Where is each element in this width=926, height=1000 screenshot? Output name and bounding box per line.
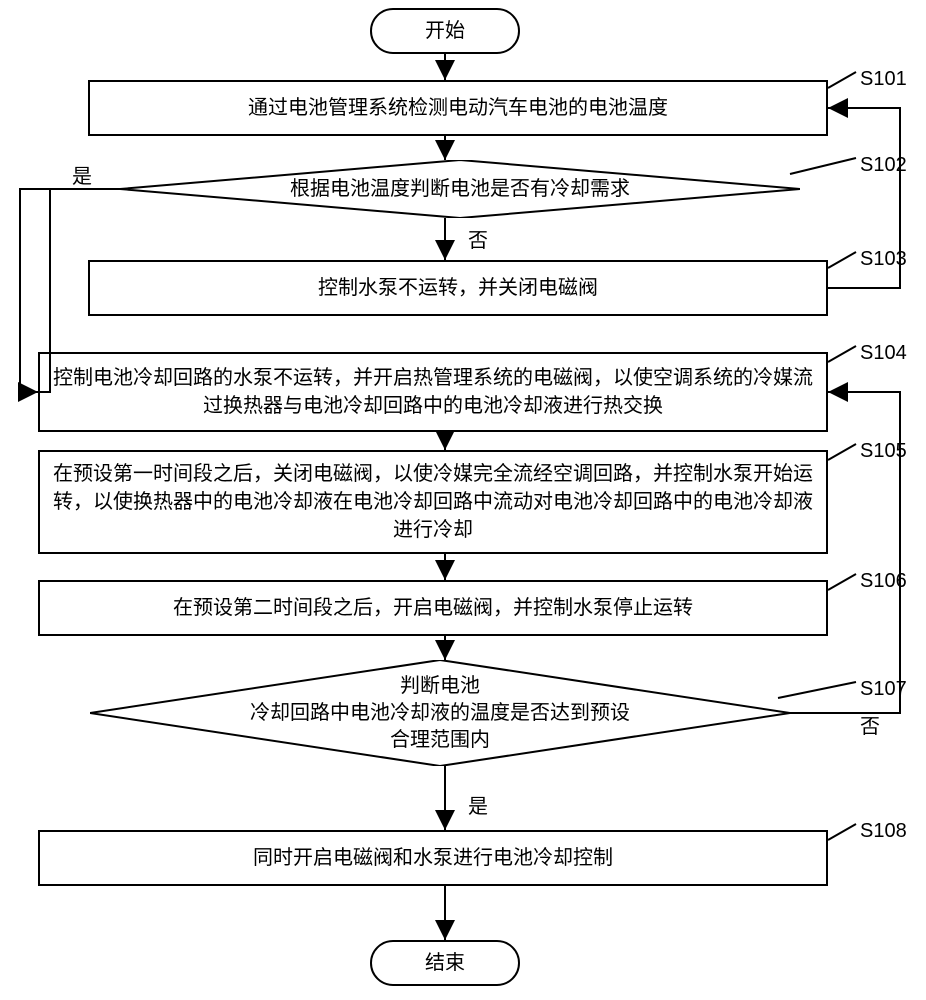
process-s108: 同时开启电磁阀和水泵进行电池冷却控制 xyxy=(38,830,828,886)
s101-label: 通过电池管理系统检测电动汽车电池的电池温度 xyxy=(248,94,668,122)
start-node: 开始 xyxy=(370,8,520,54)
s108-label: 同时开启电磁阀和水泵进行电池冷却控制 xyxy=(253,844,613,872)
step-label-s105: S105 xyxy=(860,440,907,463)
s105-label: 在预设第一时间段之后，关闭电磁阀，以使冷媒完全流经空调回路，并控制水泵开始运转，… xyxy=(52,460,814,544)
s107-label: 判断电池 冷却回路中电池冷却液的温度是否达到预设 合理范围内 xyxy=(210,673,670,754)
process-s106: 在预设第二时间段之后，开启电磁阀，并控制水泵停止运转 xyxy=(38,580,828,636)
s106-label: 在预设第二时间段之后，开启电磁阀，并控制水泵停止运转 xyxy=(173,594,693,622)
step-label-s108: S108 xyxy=(860,820,907,843)
process-s104: 控制电池冷却回路的水泵不运转，并开启热管理系统的电磁阀，以使空调系统的冷媒流过换… xyxy=(38,352,828,432)
label-s107-yes: 是 xyxy=(468,790,488,819)
process-s101: 通过电池管理系统检测电动汽车电池的电池温度 xyxy=(88,80,828,136)
end-label: 结束 xyxy=(425,949,465,977)
step-label-s103: S103 xyxy=(860,248,907,271)
start-label: 开始 xyxy=(425,17,465,45)
label-s102-no: 否 xyxy=(468,224,488,253)
process-s103: 控制水泵不运转，并关闭电磁阀 xyxy=(88,260,828,316)
label-s107-no: 否 xyxy=(860,710,880,739)
s102-label: 根据电池温度判断电池是否有冷却需求 xyxy=(250,175,670,203)
label-s102-yes: 是 xyxy=(72,160,92,189)
decision-s102: 根据电池温度判断电池是否有冷却需求 xyxy=(120,160,800,218)
decision-s107: 判断电池 冷却回路中电池冷却液的温度是否达到预设 合理范围内 xyxy=(90,660,790,766)
s103-label: 控制水泵不运转，并关闭电磁阀 xyxy=(318,274,598,302)
step-label-s106: S106 xyxy=(860,570,907,593)
step-label-s101: S101 xyxy=(860,68,907,91)
step-label-s102: S102 xyxy=(860,154,907,177)
process-s105: 在预设第一时间段之后，关闭电磁阀，以使冷媒完全流经空调回路，并控制水泵开始运转，… xyxy=(38,450,828,554)
step-label-s104: S104 xyxy=(860,342,907,365)
end-node: 结束 xyxy=(370,940,520,986)
step-label-s107: S107 xyxy=(860,678,907,701)
s104-label: 控制电池冷却回路的水泵不运转，并开启热管理系统的电磁阀，以使空调系统的冷媒流过换… xyxy=(52,364,814,420)
